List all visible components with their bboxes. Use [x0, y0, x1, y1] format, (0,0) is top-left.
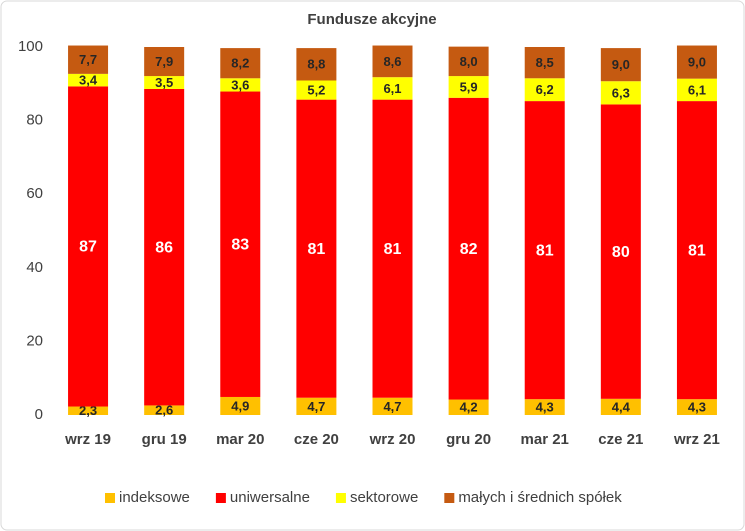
bar-segment — [676, 399, 717, 415]
bar-segment — [676, 78, 717, 102]
data-label: 2,3 — [79, 403, 97, 418]
bar-segment — [220, 396, 261, 415]
data-label: 4,7 — [307, 399, 325, 414]
legend-label: sektorowe — [350, 489, 418, 506]
data-label: 3,6 — [231, 77, 249, 92]
x-tick-label: wrz 19 — [64, 431, 111, 448]
y-tick-label: 0 — [35, 406, 43, 423]
data-label: 3,5 — [155, 75, 173, 90]
bar-segment — [524, 399, 565, 415]
bar-segment — [144, 405, 185, 415]
bar-segment — [448, 97, 489, 400]
data-label: 81 — [307, 241, 325, 258]
bar-segment — [600, 48, 641, 82]
data-label: 81 — [384, 241, 402, 258]
bar-segment — [296, 99, 337, 398]
y-tick-label: 40 — [26, 259, 43, 276]
bar-segment — [372, 397, 413, 415]
data-label: 4,2 — [460, 400, 478, 415]
x-tick-label: mar 21 — [521, 431, 569, 448]
bar-segment — [296, 397, 337, 415]
data-label: 8,0 — [460, 54, 478, 69]
x-tick-label: gru 20 — [446, 431, 491, 448]
chart-title: Fundusze akcyjne — [307, 11, 436, 28]
legend-swatch — [444, 493, 455, 503]
bar-segment — [524, 47, 565, 79]
data-label: 80 — [612, 244, 630, 261]
bar-segment — [68, 45, 109, 74]
data-label: 4,7 — [383, 399, 401, 414]
data-label: 9,0 — [688, 55, 706, 70]
data-label: 81 — [688, 242, 706, 259]
y-tick-label: 20 — [26, 332, 43, 349]
legend-label: uniwersalne — [230, 489, 310, 506]
x-tick-label: wrz 20 — [369, 431, 416, 448]
legend-label: małych i średnich spółek — [458, 489, 622, 506]
data-label: 6,2 — [536, 82, 554, 97]
bar-segment — [676, 45, 717, 79]
bar-segment — [372, 99, 413, 398]
data-label: 9,0 — [612, 57, 630, 72]
legend-swatch — [215, 493, 226, 503]
data-label: 8,2 — [231, 56, 249, 71]
bar-segment — [676, 101, 717, 400]
bar-segment — [144, 47, 185, 77]
bar-segment — [144, 88, 185, 406]
bar-segment — [448, 399, 489, 415]
legend-swatch — [335, 493, 346, 503]
data-label: 83 — [231, 236, 249, 253]
data-label: 4,9 — [231, 398, 249, 413]
data-label: 5,9 — [460, 79, 478, 94]
y-tick-label: 60 — [26, 185, 43, 202]
data-label: 87 — [79, 239, 97, 256]
data-label: 7,9 — [155, 54, 173, 69]
bar-segment — [220, 91, 261, 397]
bar-segment — [220, 48, 261, 79]
data-label: 6,1 — [688, 82, 706, 97]
data-label: 81 — [536, 242, 554, 259]
data-label: 4,3 — [688, 400, 706, 415]
bar-segment — [524, 101, 565, 400]
bar-segment — [600, 398, 641, 415]
data-label: 8,6 — [383, 54, 401, 69]
data-label: 6,1 — [383, 81, 401, 96]
bar-segment — [144, 76, 185, 89]
data-label: 4,3 — [536, 400, 554, 415]
x-tick-label: cze 20 — [294, 431, 339, 448]
data-label: 7,7 — [79, 52, 97, 67]
bar-segment — [220, 78, 261, 92]
bar-segment — [448, 46, 489, 77]
bar-segment — [68, 73, 109, 87]
bar-segment — [448, 76, 489, 98]
bar-segment — [296, 80, 337, 100]
data-label: 6,3 — [612, 85, 630, 100]
x-tick-label: mar 20 — [216, 431, 264, 448]
legend-label: indeksowe — [119, 489, 190, 506]
data-label: 3,4 — [79, 73, 98, 88]
x-tick-label: wrz 21 — [673, 431, 720, 448]
y-tick-label: 80 — [26, 112, 43, 129]
bar-segment — [524, 78, 565, 102]
bar-segment — [68, 86, 109, 407]
y-tick-label: 100 — [18, 38, 43, 55]
bar-segment — [68, 406, 109, 415]
data-label: 86 — [155, 239, 173, 256]
data-label: 8,8 — [307, 57, 325, 72]
bar-segment — [372, 45, 413, 78]
data-label: 2,6 — [155, 403, 173, 418]
bar-segment — [372, 77, 413, 100]
bar-segment — [296, 48, 337, 81]
bar-segment — [600, 81, 641, 105]
x-tick-label: cze 21 — [598, 431, 643, 448]
data-label: 5,2 — [307, 82, 325, 97]
data-label: 82 — [460, 241, 478, 258]
bar-segment — [600, 104, 641, 399]
data-label: 4,4 — [612, 399, 631, 414]
legend-swatch — [105, 493, 115, 503]
data-label: 8,5 — [536, 55, 554, 70]
x-tick-label: gru 19 — [142, 431, 187, 448]
